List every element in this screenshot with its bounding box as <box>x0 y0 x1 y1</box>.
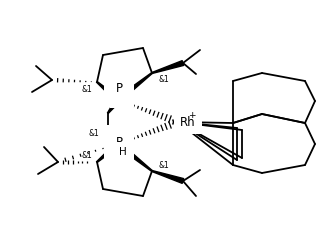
Polygon shape <box>108 99 120 113</box>
Polygon shape <box>97 142 120 162</box>
Polygon shape <box>108 131 120 145</box>
Text: &1: &1 <box>82 152 92 161</box>
Polygon shape <box>152 171 184 183</box>
Polygon shape <box>97 82 120 102</box>
Text: +: + <box>188 112 196 121</box>
Polygon shape <box>116 73 152 102</box>
Text: &1: &1 <box>89 129 99 138</box>
Polygon shape <box>116 142 152 171</box>
Text: H: H <box>115 93 123 103</box>
Text: &1: &1 <box>159 75 169 84</box>
Text: P: P <box>115 82 122 95</box>
Text: P: P <box>115 136 122 150</box>
Polygon shape <box>152 61 184 73</box>
Text: &1: &1 <box>159 161 169 170</box>
Text: H: H <box>119 147 127 157</box>
Text: &1: &1 <box>82 84 92 93</box>
Text: Rh: Rh <box>180 115 196 129</box>
